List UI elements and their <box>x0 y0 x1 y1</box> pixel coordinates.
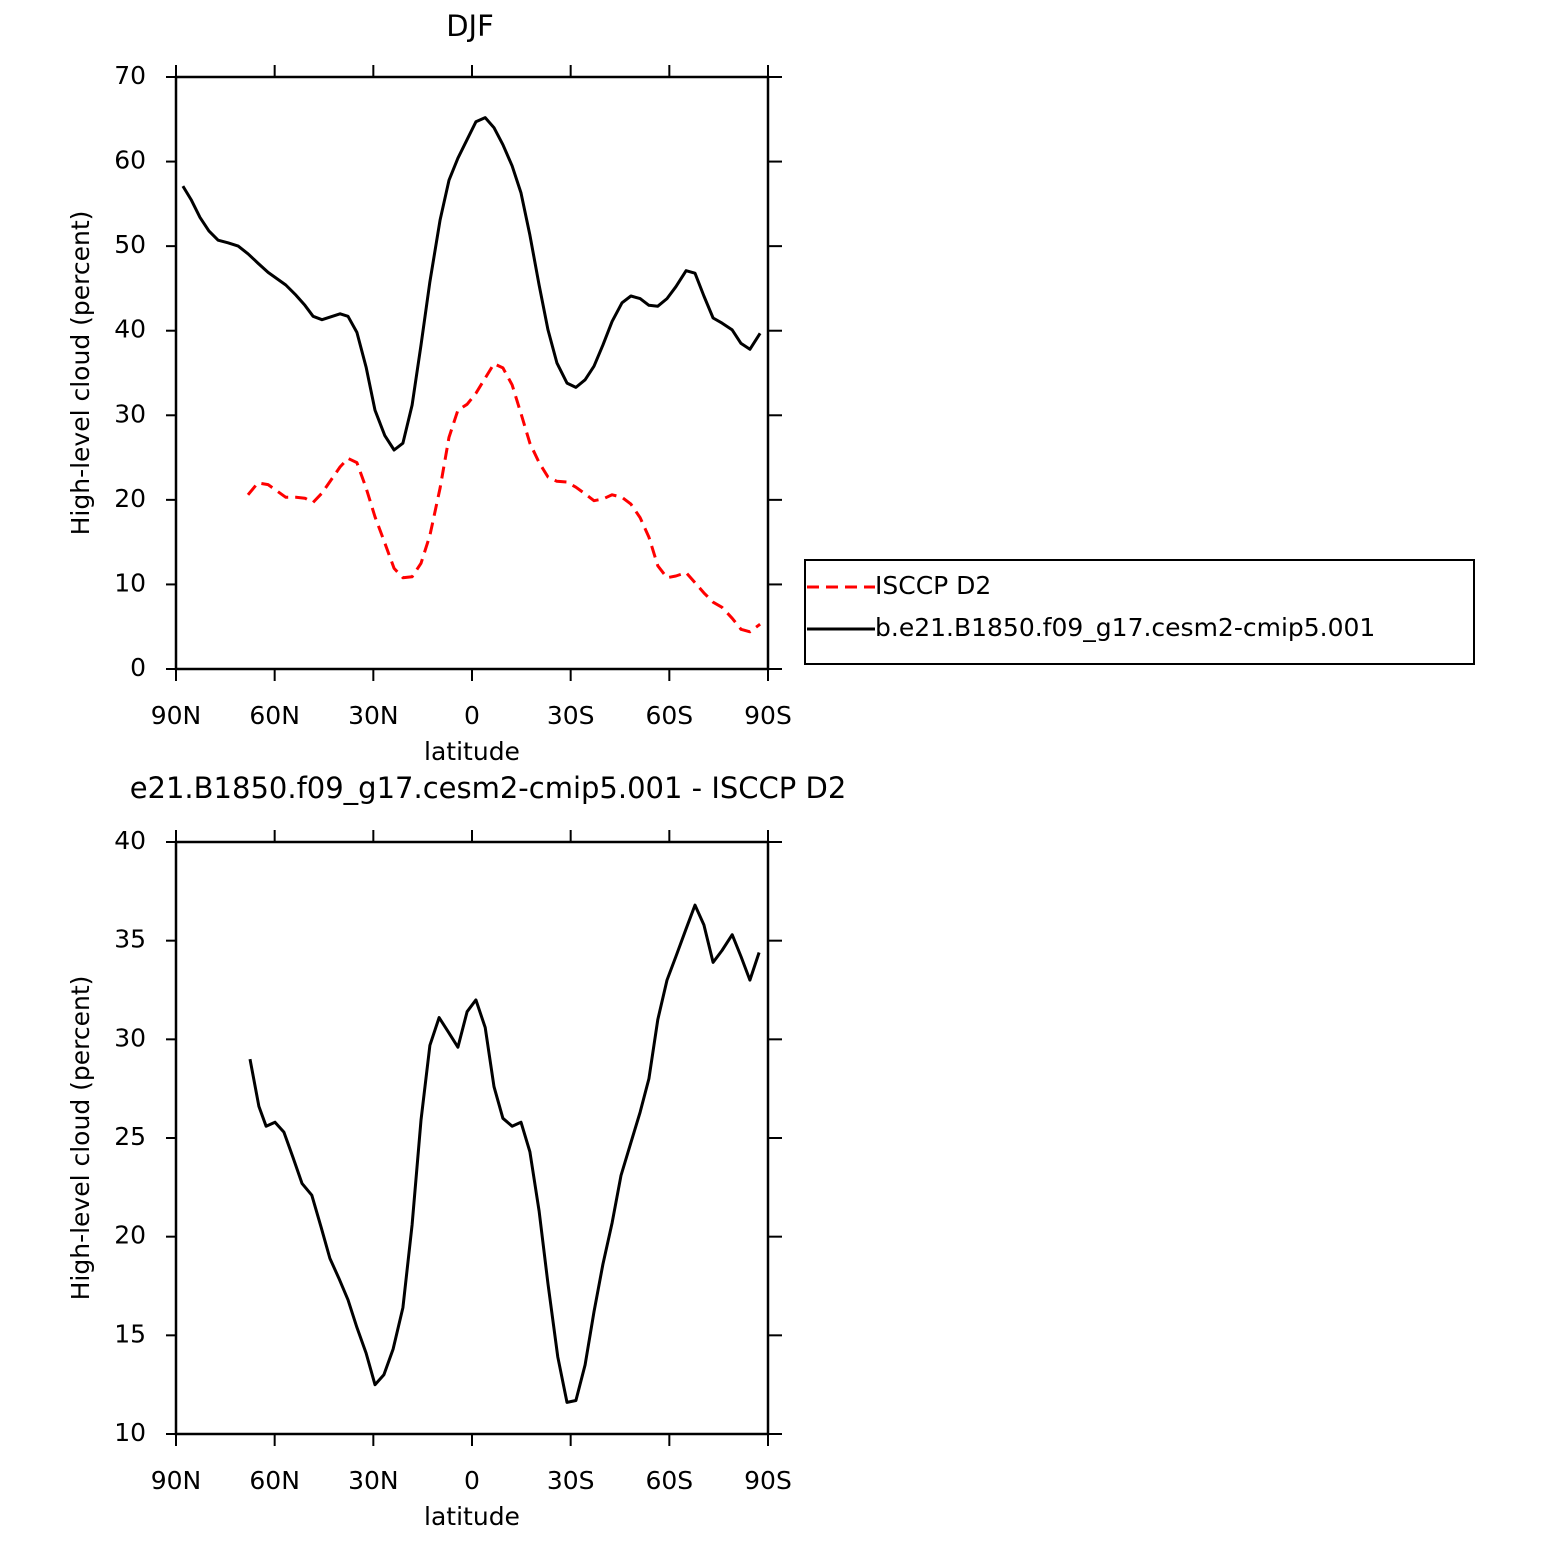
y-tick-label: 40 <box>114 315 146 344</box>
y-tick-label: 20 <box>114 484 146 513</box>
x-tick-label: 30N <box>348 701 399 730</box>
plot-frame <box>174 75 770 671</box>
x-tick-label: 60S <box>645 701 693 730</box>
x-tick-label: 90N <box>151 701 202 730</box>
y-tick-label: 10 <box>114 1418 146 1447</box>
y-tick-label: 70 <box>114 61 146 90</box>
x-tick-label: 30S <box>547 701 595 730</box>
x-axis-label: latitude <box>424 737 520 766</box>
y-axis-label: High-level cloud (percent) <box>66 976 95 1301</box>
y-tick-label: 35 <box>114 925 146 954</box>
x-tick-label: 90S <box>744 701 792 730</box>
y-axis-label: High-level cloud (percent) <box>66 211 95 536</box>
x-tick-label: 0 <box>464 701 480 730</box>
x-tick-label: 0 <box>464 1466 480 1495</box>
y-tick-label: 30 <box>114 1023 146 1052</box>
y-tick-label: 60 <box>114 146 146 175</box>
legend-box <box>804 559 1475 665</box>
x-tick-label: 90N <box>151 1466 202 1495</box>
y-tick-label: 20 <box>114 1221 146 1250</box>
chart-title: DJF <box>446 9 494 43</box>
x-tick-label: 90S <box>744 1466 792 1495</box>
series-line <box>246 362 761 634</box>
x-tick-label: 60N <box>249 1466 300 1495</box>
y-tick-label: 50 <box>114 230 146 259</box>
y-tick-label: 40 <box>114 826 146 855</box>
x-tick-label: 30N <box>348 1466 399 1495</box>
series-line <box>181 116 762 452</box>
x-tick-label: 60S <box>645 1466 693 1495</box>
y-tick-label: 25 <box>114 1122 146 1151</box>
y-tick-label: 15 <box>114 1319 146 1348</box>
y-tick-label: 10 <box>114 568 146 597</box>
legend-label: ISCCP D2 <box>875 571 991 600</box>
y-tick-label: 0 <box>130 653 146 682</box>
x-tick-label: 60N <box>249 701 300 730</box>
x-axis-label: latitude <box>424 1502 520 1531</box>
y-tick-label: 30 <box>114 399 146 428</box>
chart-title: e21.B1850.f09_g17.cesm2-cmip5.001 - ISCC… <box>130 771 847 805</box>
plot-frame <box>174 840 770 1436</box>
x-tick-label: 30S <box>547 1466 595 1495</box>
legend-label: b.e21.B1850.f09_g17.cesm2-cmip5.001 <box>875 613 1375 642</box>
series-line <box>248 903 761 1404</box>
